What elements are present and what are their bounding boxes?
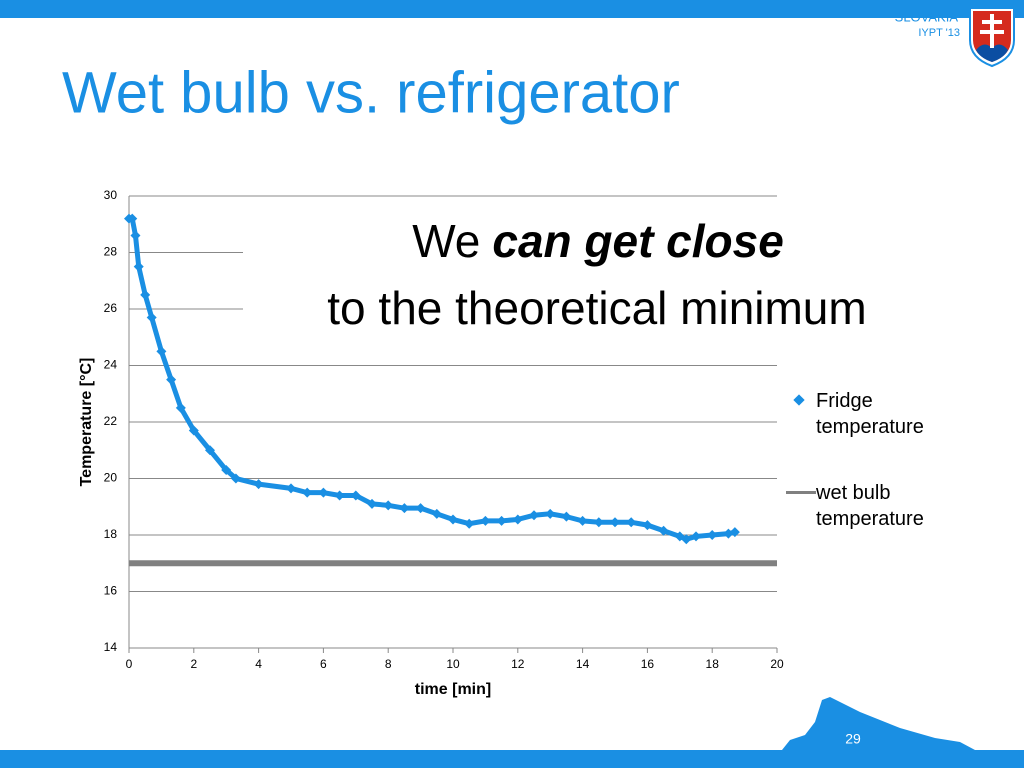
- data-point: [205, 445, 215, 456]
- data-point: [302, 487, 313, 498]
- data-point: [561, 511, 572, 522]
- page-number: 29: [845, 731, 861, 747]
- x-tick-label: 18: [706, 657, 720, 671]
- data-point: [464, 518, 475, 529]
- annotation-box: [243, 212, 777, 344]
- y-tick-label: 14: [104, 640, 118, 654]
- shield: [969, 7, 1015, 68]
- data-point: [642, 520, 653, 531]
- y-axis-label: Temperature [°C]: [78, 358, 95, 487]
- data-point: [577, 515, 588, 526]
- data-point: [626, 517, 637, 528]
- x-tick-label: 16: [641, 657, 655, 671]
- data-point: [221, 465, 232, 476]
- y-tick-label: 18: [104, 527, 118, 541]
- data-point: [367, 498, 377, 509]
- data-point: [681, 534, 692, 545]
- slide-title: Wet bulb vs. refrigerator: [62, 60, 680, 125]
- x-tick-label: 4: [255, 657, 262, 671]
- annotation-text: We: [412, 215, 480, 267]
- data-point: [334, 490, 345, 501]
- y-tick-label: 24: [104, 358, 118, 372]
- data-point: [729, 527, 740, 538]
- data-point: [723, 528, 734, 539]
- legend-label: Fridge temperature: [816, 390, 924, 438]
- y-tick-label: 22: [104, 414, 118, 428]
- x-tick-label: 0: [126, 657, 133, 671]
- data-point: [431, 508, 442, 519]
- data-point: [166, 374, 177, 385]
- data-point: [318, 487, 329, 498]
- data-point: [130, 230, 141, 241]
- data-point: [610, 517, 620, 528]
- annotation-emphasis: can get close: [492, 215, 783, 267]
- annotation: We can get close: [412, 215, 784, 267]
- legend-label: wet bulb temperature: [816, 482, 924, 530]
- event: IYPT '13: [918, 27, 960, 39]
- data-point: [127, 213, 138, 224]
- data-point: [383, 500, 394, 511]
- data-point: [545, 508, 556, 519]
- x-tick-label: 20: [770, 657, 784, 671]
- y-tick-label: 20: [104, 471, 118, 485]
- data-point: [707, 530, 718, 540]
- x-tick-label: 14: [576, 657, 590, 671]
- x-tick-label: 12: [511, 657, 525, 671]
- data-point: [230, 473, 241, 484]
- x-tick-label: 2: [190, 657, 197, 671]
- data-point: [253, 479, 264, 490]
- plot: [124, 213, 777, 567]
- annotation: to the theoretical minimum: [327, 282, 866, 334]
- legend-key: [786, 480, 816, 532]
- data-point: [188, 425, 199, 436]
- legend-item: wet bulb temperature: [786, 480, 956, 532]
- mountain: [782, 697, 975, 750]
- x-axis-label: time [min]: [415, 681, 491, 698]
- data-point: [593, 517, 604, 528]
- data-point: [691, 531, 701, 542]
- legend-key: [786, 388, 816, 440]
- country: SLOVAKIA: [895, 9, 959, 24]
- y-tick-label: 16: [104, 584, 118, 598]
- data-point: [448, 514, 458, 525]
- y-tick-label: 28: [104, 245, 118, 259]
- x-tick-label: 8: [385, 657, 392, 671]
- bottom-bar: [0, 750, 1024, 768]
- x-tick-label: 6: [320, 657, 327, 671]
- data-point: [480, 515, 491, 526]
- data-point: [156, 346, 167, 357]
- data-point: [286, 483, 296, 494]
- data-point: [146, 312, 157, 323]
- data-point: [399, 503, 410, 514]
- y-tick-label: 26: [104, 301, 118, 315]
- data-point: [140, 289, 151, 300]
- legend-item: Fridge temperature: [786, 388, 956, 440]
- data-point: [496, 515, 507, 526]
- data-point: [175, 402, 186, 413]
- data-point: [133, 261, 144, 272]
- y-tick-label: 30: [104, 188, 118, 202]
- data-point: [529, 510, 539, 521]
- data-point: [415, 503, 426, 514]
- top-bar: [0, 0, 1024, 18]
- x-tick-label: 10: [446, 657, 460, 671]
- data-point: [512, 514, 523, 525]
- data-point: [658, 525, 669, 536]
- data-point: [350, 490, 361, 501]
